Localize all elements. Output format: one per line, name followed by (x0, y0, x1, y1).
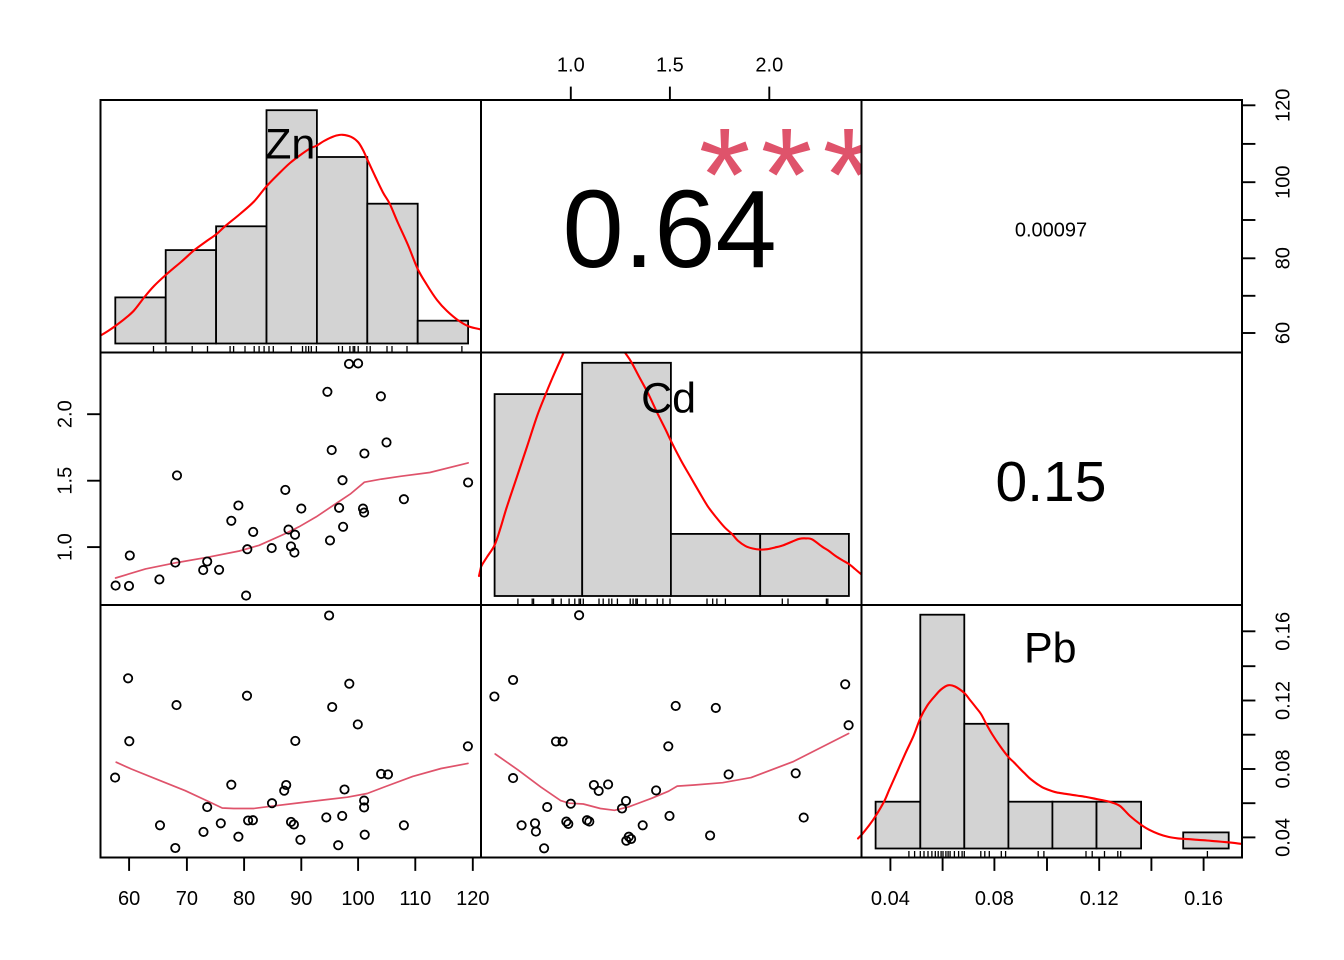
svg-text:0.04: 0.04 (871, 888, 910, 910)
svg-text:*: * (761, 102, 813, 250)
svg-text:1.0: 1.0 (557, 55, 585, 77)
svg-text:0.08: 0.08 (1273, 750, 1295, 789)
svg-text:*: * (823, 102, 875, 250)
svg-text:110: 110 (399, 888, 431, 910)
svg-text:0.64: 0.64 (563, 168, 777, 291)
svg-text:2.0: 2.0 (755, 55, 783, 77)
svg-text:Cd: Cd (641, 375, 696, 423)
svg-text:90: 90 (290, 888, 312, 910)
svg-text:0.04: 0.04 (1273, 818, 1295, 857)
svg-text:120: 120 (456, 888, 489, 910)
svg-text:0.15: 0.15 (996, 450, 1107, 514)
svg-text:100: 100 (1273, 166, 1295, 199)
svg-text:0.08: 0.08 (975, 888, 1014, 910)
svg-text:1.5: 1.5 (656, 55, 684, 77)
svg-text:80: 80 (1273, 247, 1295, 269)
svg-text:60: 60 (118, 888, 140, 910)
svg-text:1.0: 1.0 (55, 533, 77, 561)
svg-text:1.5: 1.5 (55, 467, 77, 495)
svg-text:0.00097: 0.00097 (1015, 219, 1087, 241)
svg-text:0.12: 0.12 (1273, 681, 1295, 720)
svg-text:Pb: Pb (1024, 625, 1077, 673)
svg-text:60: 60 (1273, 322, 1295, 344)
svg-text:70: 70 (176, 888, 198, 910)
svg-text:2.0: 2.0 (55, 400, 77, 428)
svg-text:80: 80 (233, 888, 255, 910)
svg-text:0.16: 0.16 (1273, 612, 1295, 651)
svg-text:120: 120 (1273, 89, 1295, 122)
svg-text:100: 100 (341, 888, 374, 910)
svg-text:*: * (699, 102, 751, 250)
svg-text:Zn: Zn (265, 121, 315, 169)
svg-text:0.12: 0.12 (1080, 888, 1119, 910)
svg-text:0.16: 0.16 (1184, 888, 1223, 910)
